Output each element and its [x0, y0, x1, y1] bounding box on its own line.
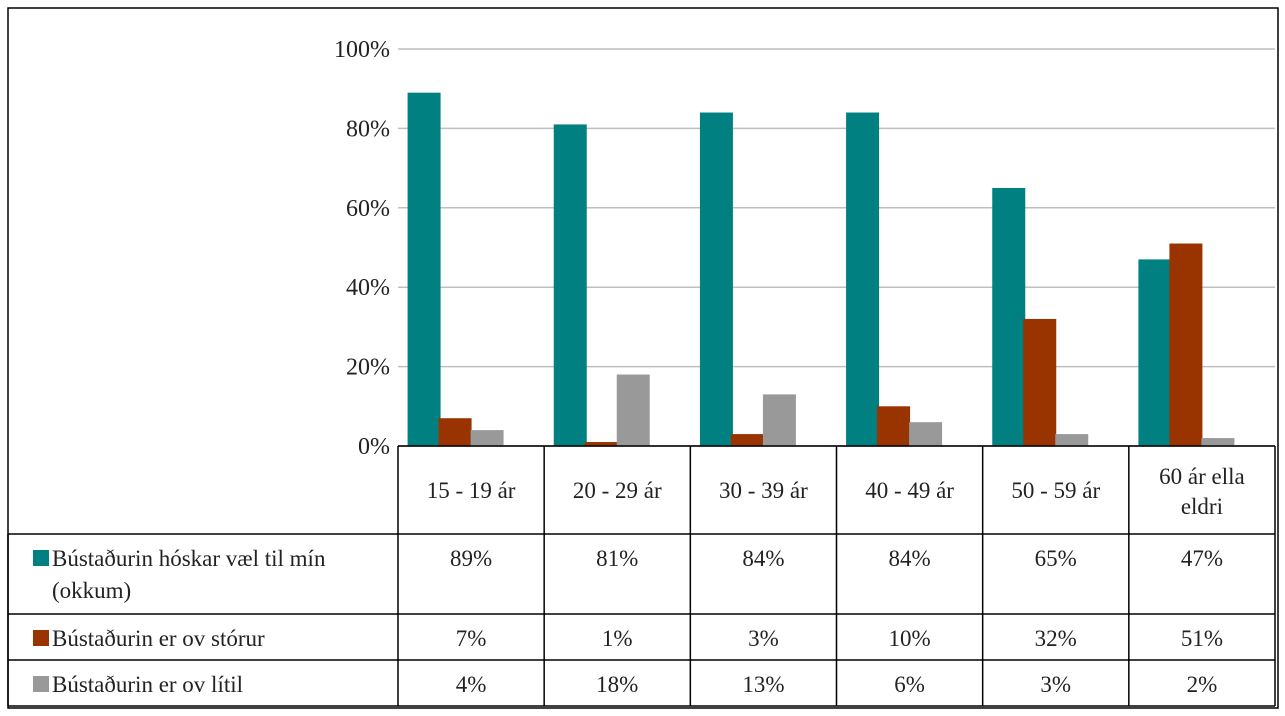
- chart-border: [7, 7, 1279, 709]
- data-label: 51%: [1181, 626, 1223, 651]
- legend-key: [33, 676, 49, 692]
- y-axis-ticks: 0% 20% 40% 60% 80% 100%: [334, 37, 390, 460]
- bar-2-50-59-r: [1023, 318, 1057, 446]
- bar-2-20-29-r: [584, 442, 618, 446]
- category-label: eldri: [1181, 494, 1223, 519]
- data-label: 32%: [1035, 626, 1077, 651]
- bar-1-40-49-r: [846, 112, 880, 447]
- legend-key: [33, 550, 49, 566]
- y-tick-label: 100%: [334, 37, 390, 63]
- bar-2-60-r-ella-eldri: [1169, 243, 1203, 446]
- y-tick-label: 80%: [346, 116, 390, 142]
- category-label: 50 - 59 ár: [1011, 478, 1100, 503]
- bar-2-15-19-r: [438, 418, 472, 446]
- category-label: 60 ár ella: [1159, 464, 1245, 489]
- data-label: 47%: [1181, 546, 1223, 571]
- bar-3-50-59-r: [1055, 434, 1089, 446]
- data-label: 2%: [1187, 672, 1218, 697]
- category-label: 40 - 49 ár: [865, 478, 954, 503]
- bar-3-60-r-ella-eldri: [1201, 438, 1235, 446]
- y-tick-label: 20%: [346, 355, 390, 381]
- bar-2-30-39-r: [730, 434, 764, 446]
- bars: [407, 92, 1235, 447]
- data-label: 89%: [450, 546, 492, 571]
- y-tick-label: 60%: [346, 196, 390, 222]
- data-label: 3%: [1040, 672, 1071, 697]
- bar-1-50-59-r: [992, 187, 1026, 446]
- bar-3-20-29-r: [616, 374, 650, 446]
- data-label: 6%: [894, 672, 925, 697]
- data-table: 15 - 19 ár 20 - 29 ár 30 - 39 ár 40 - 49 ár…: [7, 445, 1276, 707]
- y-tick-label: 0%: [358, 434, 390, 460]
- series-name: Bústaðurin hóskar væl til mín: [52, 546, 326, 571]
- bar-1-15-19-r: [407, 92, 441, 447]
- bar-3-15-19-r: [470, 430, 504, 446]
- data-label: 1%: [602, 626, 633, 651]
- data-label: 4%: [456, 672, 487, 697]
- category-label: 30 - 39 ár: [719, 478, 808, 503]
- legend-key: [33, 630, 49, 646]
- data-label: 3%: [748, 626, 779, 651]
- category-label: 20 - 29 ár: [573, 478, 662, 503]
- data-label: 7%: [456, 626, 487, 651]
- data-label: 84%: [742, 546, 784, 571]
- bar-3-30-39-r: [762, 394, 796, 446]
- series-name: Bústaðurin er ov lítil: [52, 672, 243, 697]
- bar-1-60-r-ella-eldri: [1138, 259, 1172, 446]
- y-tick-label: 40%: [346, 275, 390, 301]
- series-name: Bústaðurin er ov stórur: [52, 626, 265, 651]
- category-label: 15 - 19 ár: [427, 478, 516, 503]
- data-label: 65%: [1035, 546, 1077, 571]
- series-name: (okkum): [52, 578, 131, 603]
- bar-1-20-29-r: [553, 124, 587, 447]
- bar-1-30-39-r: [699, 112, 733, 447]
- bar-3-40-49-r: [909, 422, 943, 446]
- data-label: 81%: [596, 546, 638, 571]
- data-label: 84%: [888, 546, 930, 571]
- data-label: 10%: [888, 626, 930, 651]
- data-label: 18%: [596, 672, 638, 697]
- data-label: 13%: [742, 672, 784, 697]
- bar-2-40-49-r: [877, 406, 911, 446]
